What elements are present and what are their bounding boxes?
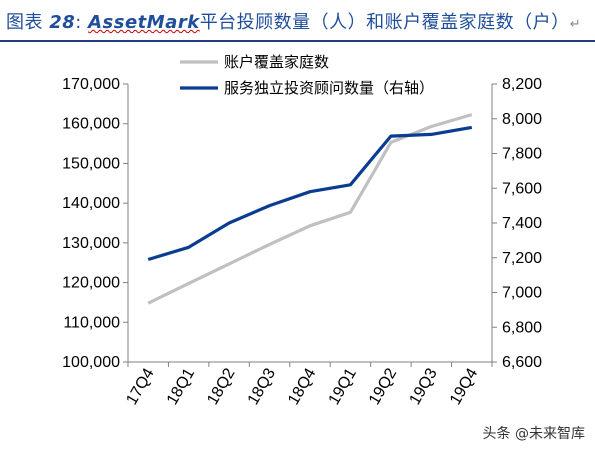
right-tick-label: 7,000 (502, 285, 542, 302)
right-tick-label: 7,400 (502, 215, 542, 232)
right-tick-label: 8,200 (502, 76, 542, 93)
right-tick-label: 8,000 (502, 111, 542, 128)
series-line-households (147, 113, 473, 305)
watermark-text: 头条 @未来智库 (482, 426, 585, 442)
chart-area: 100,000 110,000 120,000 130,000 140,000 150,0… (0, 42, 595, 451)
figure-number: 28 (49, 12, 76, 33)
x-tick-label: 19Q1 (326, 365, 360, 407)
right-tick-label: 7,800 (502, 146, 542, 163)
paragraph-mark: ↵ (569, 17, 582, 32)
figure-colon: : (75, 12, 82, 33)
right-tick-label: 7,200 (502, 250, 542, 267)
x-tick-label: 18Q3 (245, 365, 279, 407)
right-tick-label: 6,600 (502, 354, 542, 371)
left-tick-label: 170,000 (62, 76, 120, 93)
source-watermark: 头条 @未来智库 (483, 423, 585, 443)
x-tick-label: 19Q2 (366, 365, 400, 407)
x-tick-label: 19Q3 (407, 365, 441, 407)
left-tick-label: 120,000 (62, 275, 120, 292)
x-tick-label: 18Q1 (164, 365, 198, 407)
left-tick-label: 110,000 (63, 314, 120, 331)
left-tick-label: 100,000 (62, 354, 120, 371)
left-tick-label: 140,000 (62, 195, 120, 212)
x-tick-label: 18Q4 (285, 365, 319, 407)
figure-label: 图表 (6, 12, 43, 33)
x-tick-label: 17Q4 (123, 365, 157, 407)
figure-caption: 平台投顾数量（人）和账户覆盖家庭数（户） (199, 12, 570, 33)
line-chart: 100,000 110,000 120,000 130,000 140,000 150,0… (62, 53, 542, 408)
figure-title: 图表 28: AssetMark平台投顾数量（人）和账户覆盖家庭数（户）↵ (6, 8, 581, 34)
right-tick-label: 7,600 (502, 180, 542, 197)
series-line-advisors (147, 125, 473, 262)
right-tick-label: 6,800 (502, 319, 542, 336)
figure-brand: AssetMark (88, 12, 200, 33)
left-tick-label: 130,000 (62, 235, 120, 252)
x-tick-label: 18Q2 (204, 365, 238, 407)
left-tick-label: 160,000 (62, 116, 120, 133)
left-tick-label: 150,000 (62, 155, 120, 172)
x-tick-label: 19Q4 (447, 365, 481, 407)
legend-label: 账户覆盖家庭数 (224, 53, 329, 71)
legend-label: 服务独立投资顾问数量（右轴） (224, 79, 434, 97)
figure-title-bar: 图表 28: AssetMark平台投顾数量（人）和账户覆盖家庭数（户）↵ (0, 0, 595, 42)
